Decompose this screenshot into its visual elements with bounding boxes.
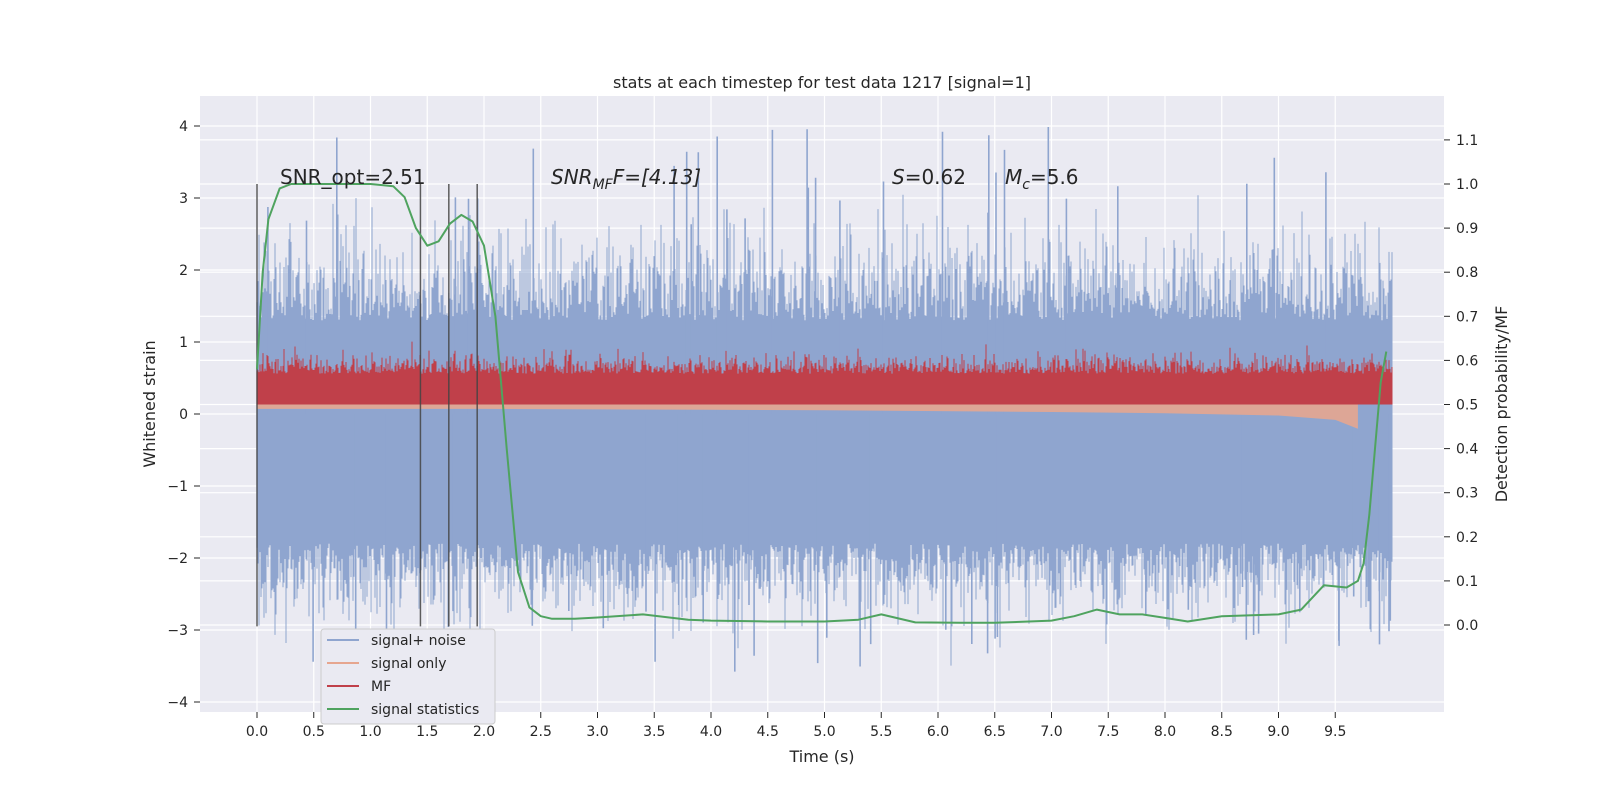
y-right-tick-label: 0.2 [1456,530,1478,546]
y-left-tick-label: −4 [167,695,188,711]
x-tick-label: 3.0 [586,724,608,740]
legend-label-signal-statistics: signal statistics [371,702,479,718]
y-left-tick-label: −1 [167,479,188,495]
x-tick-label: 7.5 [1097,724,1119,740]
x-tick-label: 6.5 [984,724,1006,740]
legend: signal+ noise signal only MF signal stat… [320,628,496,725]
y-right-tick-label: 0.3 [1456,486,1478,502]
y-left-tick-label: −3 [167,623,188,639]
legend-label-mf: MF [371,679,391,695]
chart-title: stats at each timestep for test data 121… [613,73,1031,92]
y-left-tick-label: 0 [179,407,188,423]
x-tick-label: 7.0 [1040,724,1062,740]
vertical-markers [256,184,478,627]
y-right-tick-label: 0.4 [1456,442,1478,458]
annotation-mc: Mc=5.6 [1005,165,1079,193]
y-right-tick-label: 0.1 [1456,574,1478,590]
y-right-tick-label: 0.0 [1456,618,1478,634]
x-tick-label: 3.5 [643,724,665,740]
y-axis-right: 1.1 1.0 0.9 0.8 0.7 0.6 0.5 0.4 0.3 0.2 0.1 0.0 [1444,133,1478,634]
y-right-tick-label: 0.5 [1456,398,1478,414]
annotation-snr-mf: SNRMFF=[4.13] [551,165,701,193]
y-right-tick-label: 0.6 [1456,353,1478,369]
x-tick-label: 5.5 [870,724,892,740]
y-right-tick-label: 1.1 [1456,133,1478,149]
y-left-tick-label: 4 [179,119,188,135]
x-axis-title: Time (s) [788,747,854,766]
y-axis-left: 4 3 2 1 0 −1 −2 −3 −4 [167,119,200,711]
legend-label-signal-only: signal only [371,656,446,672]
signal-only-series [257,404,1358,429]
y-left-tick-label: 1 [179,335,188,351]
x-tick-label: 0.0 [246,724,268,740]
x-tick-label: 2.0 [473,724,495,740]
x-tick-label: 2.5 [530,724,552,740]
mf-series [256,341,1393,405]
x-tick-label: 8.0 [1154,724,1176,740]
x-tick-label: 8.5 [1211,724,1233,740]
y-right-tick-label: 0.7 [1456,309,1478,325]
x-tick-label: 9.0 [1267,724,1289,740]
y-right-tick-label: 1.0 [1456,177,1478,193]
y-left-tick-label: 2 [179,263,188,279]
signal-noise-spikes [267,127,1392,672]
y-axis-left-title: Whitened strain [140,340,159,467]
y-axis-right-title: Detection probability/MF [1492,306,1511,503]
signal-statistics-line [256,183,1388,624]
y-left-tick-label: 3 [179,191,188,207]
x-tick-label: 0.5 [303,724,325,740]
x-tick-label: 9.5 [1324,724,1346,740]
x-tick-label: 4.0 [700,724,722,740]
y-right-tick-label: 0.9 [1456,221,1478,237]
y-left-tick-label: −2 [167,551,188,567]
x-tick-label: 4.5 [757,724,779,740]
x-tick-label: 1.5 [416,724,438,740]
x-tick-label: 1.0 [359,724,381,740]
legend-box [320,628,496,725]
signal-statistics-series [256,183,1388,624]
x-tick-label: 5.0 [813,724,835,740]
y-right-tick-label: 0.8 [1456,265,1478,281]
signal-only-area [257,404,1358,429]
annotation-s: S=0.62 [892,165,966,189]
x-axis: 0.0 0.5 1.0 1.5 2.0 2.5 3.0 3.5 4.0 4.5 5.0 5.5 6.0 6… [246,712,1346,740]
annotation-snr-opt: SNR_opt=2.51 [280,165,426,189]
legend-label-signal-noise: signal+ noise [371,633,466,649]
x-tick-label: 6.0 [927,724,949,740]
